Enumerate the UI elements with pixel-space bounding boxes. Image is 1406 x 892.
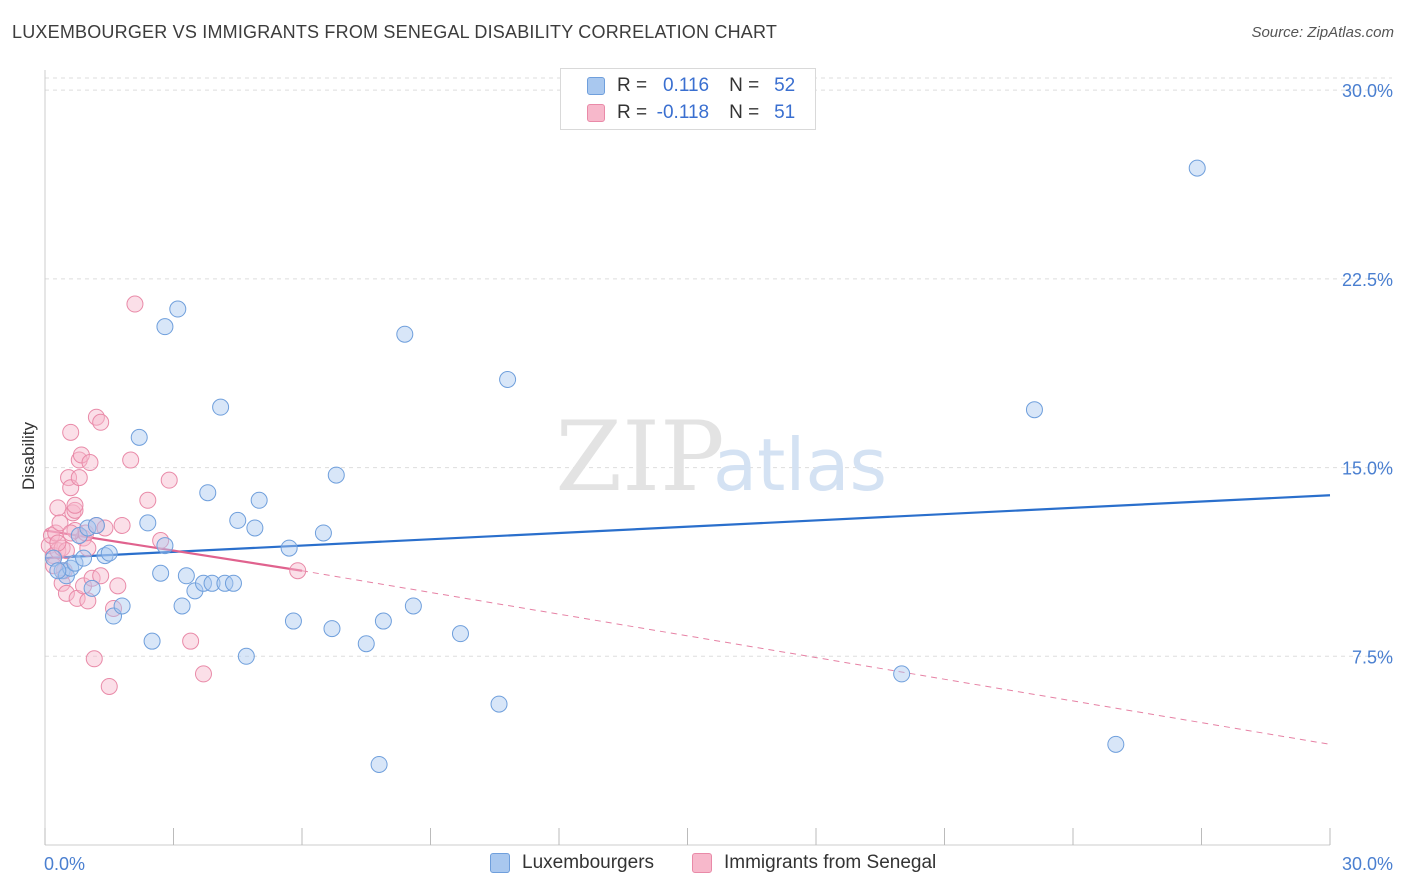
legend-n-label: N = xyxy=(729,75,759,97)
point-luxembourgers xyxy=(88,517,104,533)
legend-swatch-pink xyxy=(587,104,605,122)
point-luxembourgers xyxy=(144,633,160,649)
point-senegal xyxy=(82,455,98,471)
point-senegal xyxy=(123,452,139,468)
legend-r-value: -0.118 xyxy=(647,102,709,124)
y-tick-label: 7.5% xyxy=(1352,647,1393,667)
point-senegal xyxy=(63,424,79,440)
series-legend: Luxembourgers Immigrants from Senegal xyxy=(0,852,1406,878)
point-luxembourgers xyxy=(315,525,331,541)
point-luxembourgers xyxy=(225,575,241,591)
y-tick-label: 30.0% xyxy=(1342,81,1393,101)
legend-item-luxembourgers[interactable]: Luxembourgers xyxy=(490,852,654,874)
point-luxembourgers xyxy=(500,371,516,387)
legend-label-senegal: Immigrants from Senegal xyxy=(724,852,936,874)
point-luxembourgers xyxy=(251,492,267,508)
point-luxembourgers xyxy=(157,319,173,335)
point-luxembourgers xyxy=(238,648,254,664)
point-luxembourgers xyxy=(375,613,391,629)
point-luxembourgers xyxy=(101,545,117,561)
point-luxembourgers xyxy=(1108,736,1124,752)
point-luxembourgers xyxy=(281,540,297,556)
watermark-atlas: atlas xyxy=(713,423,887,507)
point-luxembourgers xyxy=(153,565,169,581)
point-senegal xyxy=(114,517,130,533)
point-luxembourgers xyxy=(1026,402,1042,418)
point-luxembourgers xyxy=(50,563,66,579)
point-luxembourgers xyxy=(247,520,263,536)
point-luxembourgers xyxy=(491,696,507,712)
legend-swatch-pink xyxy=(692,853,712,873)
legend-label-luxembourgers: Luxembourgers xyxy=(522,852,654,874)
point-senegal xyxy=(110,578,126,594)
point-luxembourgers xyxy=(1189,160,1205,176)
point-luxembourgers xyxy=(371,756,387,772)
y-axis-label: Disability xyxy=(19,421,38,490)
point-luxembourgers xyxy=(358,636,374,652)
point-luxembourgers xyxy=(170,301,186,317)
legend-n-label: N = xyxy=(729,102,759,124)
legend-swatch-blue xyxy=(587,77,605,95)
point-luxembourgers xyxy=(200,485,216,501)
point-luxembourgers xyxy=(131,429,147,445)
trendline-senegal-extrapolated xyxy=(302,571,1330,745)
point-luxembourgers xyxy=(114,598,130,614)
point-senegal xyxy=(127,296,143,312)
legend-r-value: 0.116 xyxy=(647,75,709,97)
point-senegal xyxy=(195,666,211,682)
point-senegal xyxy=(161,472,177,488)
point-senegal xyxy=(140,492,156,508)
point-senegal xyxy=(67,497,83,513)
point-senegal xyxy=(101,678,117,694)
point-luxembourgers xyxy=(174,598,190,614)
correlation-legend: R = 0.116 N = 52 R = -0.118 N = 51 xyxy=(560,68,816,130)
point-luxembourgers xyxy=(894,666,910,682)
point-luxembourgers xyxy=(157,538,173,554)
point-luxembourgers xyxy=(76,550,92,566)
legend-n-value: 51 xyxy=(759,102,795,124)
y-tick-label: 15.0% xyxy=(1342,459,1393,479)
point-luxembourgers xyxy=(452,626,468,642)
point-senegal xyxy=(183,633,199,649)
legend-swatch-blue xyxy=(490,853,510,873)
point-luxembourgers xyxy=(285,613,301,629)
legend-r-label: R = xyxy=(617,75,647,97)
legend-n-value: 52 xyxy=(759,75,795,97)
point-luxembourgers xyxy=(178,568,194,584)
point-senegal xyxy=(93,414,109,430)
point-luxembourgers xyxy=(405,598,421,614)
point-luxembourgers xyxy=(397,326,413,342)
point-senegal xyxy=(50,535,66,551)
y-tick-label: 22.5% xyxy=(1342,270,1393,290)
point-luxembourgers xyxy=(324,621,340,637)
legend-row-luxembourgers: R = 0.116 N = 52 xyxy=(587,74,795,98)
legend-r-label: R = xyxy=(617,102,647,124)
point-luxembourgers xyxy=(213,399,229,415)
point-luxembourgers xyxy=(140,515,156,531)
point-senegal xyxy=(71,470,87,486)
trendlines xyxy=(45,495,1330,744)
legend-row-senegal: R = -0.118 N = 51 xyxy=(587,101,795,125)
chart-area: ZIP atlas 7.5%15.0%22.5%30.0%0.0% 30.0% D… xyxy=(0,0,1406,892)
point-senegal xyxy=(50,500,66,516)
legend-item-senegal[interactable]: Immigrants from Senegal xyxy=(692,852,936,874)
point-luxembourgers xyxy=(328,467,344,483)
watermark: ZIP atlas xyxy=(555,401,887,513)
point-luxembourgers xyxy=(84,580,100,596)
watermark-zip: ZIP xyxy=(555,401,724,513)
point-luxembourgers xyxy=(230,512,246,528)
point-senegal xyxy=(86,651,102,667)
point-senegal xyxy=(290,563,306,579)
